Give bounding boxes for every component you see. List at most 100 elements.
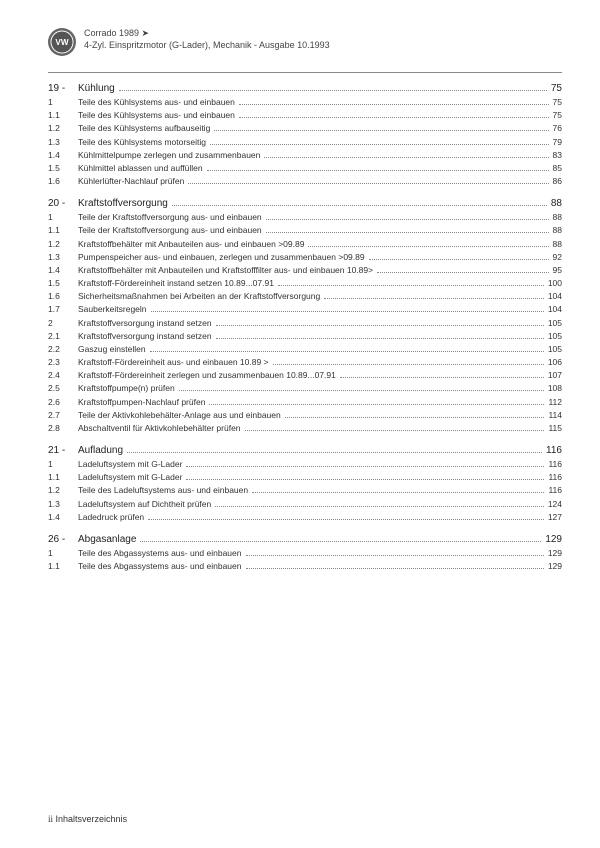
entry-page: 75 <box>553 109 562 122</box>
chapter-heading: 26 -Abgasanlage129 <box>48 534 562 545</box>
toc-entry: 1.1Teile des Abgassystems aus- und einba… <box>48 560 562 573</box>
header-line1: Corrado 1989 ➤ <box>84 28 330 40</box>
entry-number: 1 <box>48 547 78 560</box>
entry-page: 92 <box>553 251 562 264</box>
entry-title: Abschaltventil für Aktivkohlebehälter pr… <box>78 422 241 435</box>
chapter-number: 20 - <box>48 198 78 209</box>
entry-number: 2 <box>48 317 78 330</box>
leader-dots <box>340 377 544 378</box>
leader-dots <box>140 541 541 542</box>
entry-number: 1.4 <box>48 511 78 524</box>
entry-page: 107 <box>548 369 562 382</box>
entry-number: 1.3 <box>48 498 78 511</box>
entry-number: 1 <box>48 96 78 109</box>
footer-pagemark: ii <box>48 814 53 824</box>
leader-dots <box>216 325 544 326</box>
leader-dots <box>210 144 549 145</box>
entry-number: 1.7 <box>48 303 78 316</box>
leader-dots <box>214 130 548 131</box>
entry-title: Sauberkeitsregeln <box>78 303 147 316</box>
entry-number: 1.5 <box>48 277 78 290</box>
entry-page: 124 <box>548 498 562 511</box>
toc-entry: 1.2Teile des Kühlsystems aufbauseitig76 <box>48 122 562 135</box>
chapter-heading: 19 -Kühlung75 <box>48 83 562 94</box>
leader-dots <box>239 117 549 118</box>
chapter: 20 -Kraftstoffversorgung881Teile der Kra… <box>48 198 562 435</box>
vw-logo-icon: VW <box>48 28 76 56</box>
toc-entry: 1.6Kühlerlüfter-Nachlauf prüfen86 <box>48 175 562 188</box>
toc-entry: 1.4Ladedruck prüfen 127 <box>48 511 562 524</box>
header-line2: 4-Zyl. Einspritzmotor (G-Lader), Mechani… <box>84 40 330 52</box>
entry-title: Kühlmittelpumpe zerlegen und zusammenbau… <box>78 149 260 162</box>
chapter-entries: 1Teile des Kühlsystems aus- und einbauen… <box>48 96 562 188</box>
entry-title: Kraftstoffversorgung instand setzen <box>78 317 212 330</box>
entry-page: 129 <box>548 547 562 560</box>
chapter-number: 21 - <box>48 445 78 456</box>
entry-title: Kraftstoffbehälter mit Anbauteilen aus- … <box>78 238 304 251</box>
leader-dots <box>369 259 549 260</box>
footer: ii Inhaltsverzeichnis <box>48 814 127 824</box>
entry-title: Pumpenspeicher aus- und einbauen, zerleg… <box>78 251 365 264</box>
chapter-page: 116 <box>546 445 562 456</box>
entry-page: 127 <box>548 511 562 524</box>
entry-page: 75 <box>553 96 562 109</box>
chapter-title: Aufladung <box>78 445 123 456</box>
entry-number: 2.6 <box>48 396 78 409</box>
leader-dots <box>215 506 544 507</box>
entry-number: 1.2 <box>48 484 78 497</box>
entry-page: 129 <box>548 560 562 573</box>
svg-text:VW: VW <box>55 38 68 47</box>
entry-number: 1.4 <box>48 264 78 277</box>
chapter: 19 -Kühlung75 1Teile des Kühlsystems aus-… <box>48 83 562 188</box>
toc-entry: 1Ladeluftsystem mit G-Lader116 <box>48 458 562 471</box>
toc-entry: 2.5Kraftstoffpumpe(n) prüfen108 <box>48 382 562 395</box>
entry-title: Kraftstoff-Fördereinheit aus- und einbau… <box>78 356 269 369</box>
entry-page: 79 <box>553 136 562 149</box>
leader-dots <box>246 568 544 569</box>
entry-page: 85 <box>553 162 562 175</box>
entry-title: Kühlerlüfter-Nachlauf prüfen <box>78 175 184 188</box>
toc-entry: 2.1Kraftstoffversorgung instand setzen10… <box>48 330 562 343</box>
chapter-page: 88 <box>551 198 562 209</box>
entry-number: 2.3 <box>48 356 78 369</box>
entry-title: Ladeluftsystem mit G-Lader <box>78 458 182 471</box>
leader-dots <box>324 298 544 299</box>
leader-dots <box>127 452 542 453</box>
toc-entry: 1Teile des Kühlsystems aus- und einbauen… <box>48 96 562 109</box>
leader-dots <box>246 555 544 556</box>
toc-entry: 1.3Teile des Kühlsystems motorseitig79 <box>48 136 562 149</box>
entry-title: Teile des Kühlsystems aus- und einbauen <box>78 96 235 109</box>
entry-page: 95 <box>553 264 562 277</box>
entry-page: 112 <box>548 396 562 409</box>
entry-title: Teile des Abgassystems aus- und einbauen <box>78 547 242 560</box>
chapter-page: 129 <box>545 534 562 545</box>
entry-title: Teile des Kühlsystems aus- und einbauen <box>78 109 235 122</box>
entry-title: Kraftstoffpumpen-Nachlauf prüfen <box>78 396 205 409</box>
leader-dots <box>264 157 548 158</box>
toc-entry: 1.3Ladeluftsystem auf Dichtheit prüfen 12… <box>48 498 562 511</box>
entry-number: 1.3 <box>48 251 78 264</box>
toc-entry: 2.7Teile der Aktivkohlebehälter-Anlage a… <box>48 409 562 422</box>
entry-page: 115 <box>548 422 562 435</box>
entry-title: Teile des Kühlsystems motorseitig <box>78 136 206 149</box>
entry-number: 1.1 <box>48 109 78 122</box>
toc-entry: 1.4Kühlmittelpumpe zerlegen und zusammen… <box>48 149 562 162</box>
entry-page: 116 <box>548 471 562 484</box>
leader-dots <box>245 430 545 431</box>
entry-title: Ladeluftsystem auf Dichtheit prüfen <box>78 498 211 511</box>
entry-title: Ladeluftsystem mit G-Lader <box>78 471 182 484</box>
chapter-page: 75 <box>551 83 562 94</box>
entry-page: 100 <box>548 277 562 290</box>
chapter-title: Kraftstoffversorgung <box>78 198 168 209</box>
toc-entry: 2.8Abschaltventil für Aktivkohlebehälter… <box>48 422 562 435</box>
entry-number: 1 <box>48 458 78 471</box>
entry-number: 1.6 <box>48 175 78 188</box>
footer-label: Inhaltsverzeichnis <box>56 814 128 824</box>
entry-number: 1.1 <box>48 224 78 237</box>
chapter: 21 -Aufladung1161Ladeluftsystem mit G-La… <box>48 445 562 524</box>
toc-entry: 2.4Kraftstoff-Fördereinheit zerlegen und… <box>48 369 562 382</box>
entry-title: Ladedruck prüfen <box>78 511 144 524</box>
table-of-contents: 19 -Kühlung751Teile des Kühlsystems aus-… <box>48 83 562 573</box>
leader-dots <box>119 90 547 91</box>
leader-dots <box>273 364 544 365</box>
